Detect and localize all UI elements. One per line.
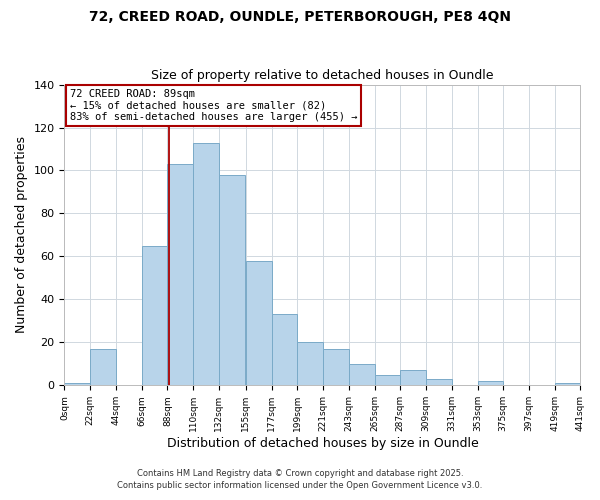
Bar: [219, 175, 245, 386]
Bar: [323, 349, 349, 386]
Bar: [167, 164, 193, 386]
Y-axis label: Number of detached properties: Number of detached properties: [15, 136, 28, 334]
Bar: [555, 383, 580, 386]
Bar: [349, 364, 374, 386]
Bar: [272, 314, 297, 386]
Bar: [64, 383, 90, 386]
Bar: [297, 342, 323, 386]
Bar: [478, 381, 503, 386]
X-axis label: Distribution of detached houses by size in Oundle: Distribution of detached houses by size …: [167, 437, 478, 450]
Bar: [426, 379, 452, 386]
Text: Contains HM Land Registry data © Crown copyright and database right 2025.
Contai: Contains HM Land Registry data © Crown c…: [118, 469, 482, 490]
Bar: [142, 246, 167, 386]
Bar: [374, 374, 400, 386]
Bar: [193, 142, 219, 386]
Bar: [400, 370, 426, 386]
Text: 72 CREED ROAD: 89sqm
← 15% of detached houses are smaller (82)
83% of semi-detac: 72 CREED ROAD: 89sqm ← 15% of detached h…: [70, 89, 357, 122]
Bar: [90, 349, 116, 386]
Bar: [246, 260, 272, 386]
Title: Size of property relative to detached houses in Oundle: Size of property relative to detached ho…: [151, 69, 494, 82]
Text: 72, CREED ROAD, OUNDLE, PETERBOROUGH, PE8 4QN: 72, CREED ROAD, OUNDLE, PETERBOROUGH, PE…: [89, 10, 511, 24]
